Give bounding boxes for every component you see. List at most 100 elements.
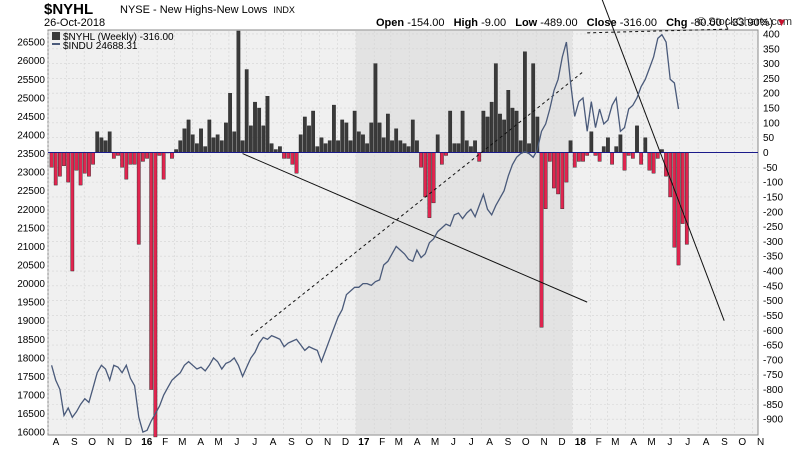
nyhl-bar xyxy=(82,152,87,174)
nyhl-bar xyxy=(298,134,303,153)
nyhl-bar xyxy=(643,137,648,153)
nyhl-bar xyxy=(402,143,407,153)
nyhl-bar xyxy=(365,143,369,153)
nyhl-bar xyxy=(381,137,386,153)
x-tick-label: S xyxy=(721,437,728,448)
x-tick-label: A xyxy=(703,437,710,448)
nyhl-bar xyxy=(340,119,345,153)
left-tick-label: 20000 xyxy=(17,279,45,290)
nyhl-bar xyxy=(99,137,104,153)
nyhl-bar xyxy=(456,143,461,153)
nyhl-bar xyxy=(70,152,75,272)
nyhl-bar xyxy=(547,152,552,162)
nyhl-bar xyxy=(435,134,440,153)
right-tick-label: -200 xyxy=(763,207,783,218)
nyhl-bar xyxy=(236,30,241,153)
nyhl-bar xyxy=(107,131,112,153)
right-tick-label: 350 xyxy=(763,44,780,55)
nyhl-bar xyxy=(377,122,382,153)
nyhl-bar xyxy=(161,152,166,180)
legend-indu: $INDU 24688.31 xyxy=(63,41,138,52)
nyhl-bar xyxy=(290,152,295,165)
nyhl-bar xyxy=(581,152,585,162)
trendline xyxy=(601,0,725,321)
left-tick-label: 26000 xyxy=(17,56,45,67)
nyhl-bar xyxy=(680,152,685,224)
nyhl-bar xyxy=(348,140,353,153)
nyhl-bar xyxy=(120,152,125,168)
nyhl-bar xyxy=(315,146,320,153)
nyhl-bar xyxy=(369,122,374,153)
nyhl-bar xyxy=(219,140,224,153)
nyhl-bar xyxy=(336,140,340,153)
open-label: Open xyxy=(376,17,405,29)
nyhl-bar xyxy=(410,119,415,153)
chg-value: -80.00 (-33.90%) xyxy=(690,17,774,29)
x-tick-label: A xyxy=(630,437,637,448)
nyhl-bar xyxy=(651,152,656,174)
left-tick-label: 23500 xyxy=(17,149,45,160)
nyhl-bar xyxy=(518,140,523,153)
nyhl-bar xyxy=(552,152,556,189)
x-tick-label: N xyxy=(324,437,331,448)
nyhl-bar xyxy=(128,152,133,165)
nyhl-bar xyxy=(95,131,100,153)
right-tick-label: 100 xyxy=(763,118,780,129)
nyhl-bar xyxy=(207,119,212,153)
right-tick-label: 150 xyxy=(763,104,780,115)
x-tick-label: J xyxy=(469,437,474,448)
right-tick-label: -750 xyxy=(763,370,783,381)
right-tick-label: -350 xyxy=(763,252,783,263)
nyhl-bar xyxy=(149,152,154,390)
right-tick-label: -500 xyxy=(763,296,783,307)
nyhl-bar xyxy=(560,152,565,209)
nyhl-bar xyxy=(261,125,266,153)
nyhl-bar xyxy=(684,152,689,245)
left-tick-label: 17500 xyxy=(17,372,45,383)
nyhl-bar xyxy=(606,137,610,153)
trendline xyxy=(250,71,584,336)
nyhl-bar xyxy=(199,128,203,153)
nyhl-bar xyxy=(452,143,457,153)
x-tick-label: A xyxy=(197,437,204,448)
left-tick-label: 24500 xyxy=(17,112,45,123)
nyhl-bar xyxy=(311,110,316,153)
right-tick-label: 300 xyxy=(763,59,780,70)
right-tick-label: -250 xyxy=(763,222,783,233)
nyhl-bar xyxy=(502,119,507,153)
nyhl-bar xyxy=(477,152,482,162)
close-label: Close xyxy=(586,17,617,29)
x-tick-label: J xyxy=(252,437,257,448)
nyhl-bar xyxy=(248,125,253,153)
left-tick-label: 16000 xyxy=(17,428,45,439)
nyhl-bar xyxy=(240,140,245,153)
nyhl-bar xyxy=(622,152,627,171)
left-tick-label: 22000 xyxy=(17,205,45,216)
x-tick-label: F xyxy=(162,437,168,448)
nyhl-bar xyxy=(344,122,349,153)
x-axis: A S O N D 16 F M A M J J A S O N D 17 F M A M J J A S O N D 18 F M A M J J A… xyxy=(53,437,765,448)
left-tick-label: 16500 xyxy=(17,409,45,420)
nyhl-bar xyxy=(91,152,95,165)
nyhl-bar xyxy=(576,152,581,162)
nyhl-bar xyxy=(257,107,262,153)
chart-date: 26-Oct-2018 xyxy=(44,17,106,29)
nyhl-bar xyxy=(564,152,569,183)
nyhl-bar xyxy=(136,152,141,245)
nyhl-bar xyxy=(307,125,311,153)
nyhl-bar xyxy=(415,140,419,153)
nyhl-bar xyxy=(630,152,635,159)
nyhl-bar xyxy=(514,110,519,153)
trendline xyxy=(242,153,588,303)
nyhl-bar xyxy=(302,116,307,153)
right-tick-label: -50 xyxy=(763,163,778,174)
right-tick-label: 0 xyxy=(763,148,769,159)
x-tick-label: A xyxy=(53,437,60,448)
nyhl-bar xyxy=(635,125,639,153)
nyhl-bar xyxy=(655,152,660,159)
right-tick-label: -700 xyxy=(763,355,783,366)
left-tick-label: 18500 xyxy=(17,335,45,346)
nyhl-bar xyxy=(327,140,332,153)
nyhl-bar xyxy=(224,122,228,153)
right-tick-label: -150 xyxy=(763,192,783,203)
